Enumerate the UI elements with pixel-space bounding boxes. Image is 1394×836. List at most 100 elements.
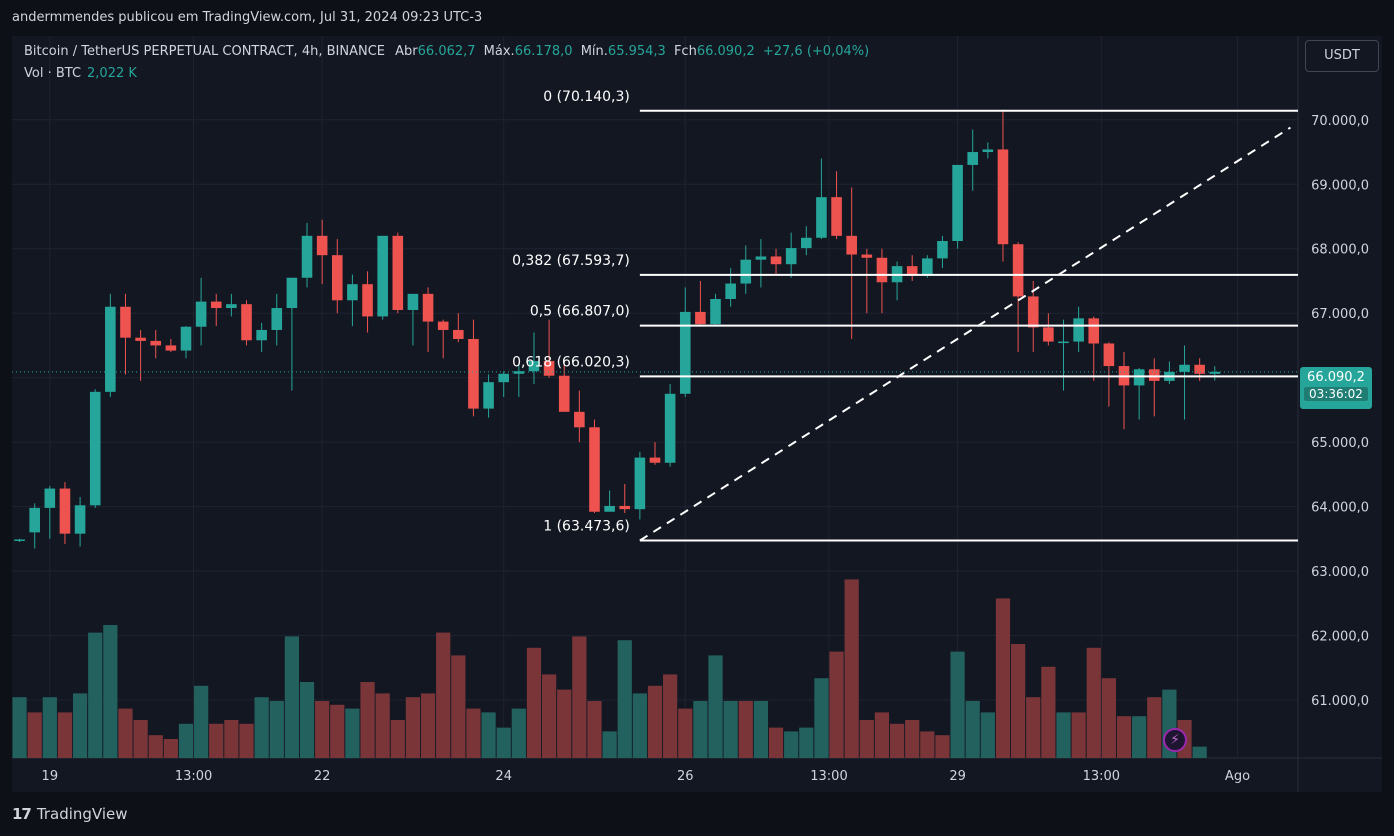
open-value: 66.062,7	[417, 44, 476, 59]
volume-bar	[753, 701, 769, 758]
price-tick-label: 61.000,0	[1311, 694, 1369, 709]
candle-body	[437, 321, 449, 330]
volume-bar	[375, 693, 390, 758]
candle-body	[120, 306, 131, 338]
candle-body	[952, 164, 963, 241]
volume-bar	[647, 685, 663, 758]
candle-body	[725, 283, 736, 300]
volume-bar	[511, 708, 526, 758]
volume-bar	[526, 647, 542, 758]
volume-bar	[587, 701, 602, 758]
volume-bar	[920, 731, 935, 758]
volume-bar	[693, 701, 708, 758]
candle-body	[29, 507, 40, 533]
volume-bar	[889, 723, 905, 758]
price-tick-label: 70.000,0	[1311, 114, 1369, 129]
candle-body	[528, 360, 540, 372]
candle-body	[1179, 364, 1190, 372]
candle-body	[241, 304, 252, 341]
candle-body	[1194, 364, 1205, 374]
volume-bar	[1010, 644, 1026, 758]
volume-bar	[27, 712, 42, 758]
high-value: 66.178,0	[514, 44, 573, 59]
volume-bar	[1147, 697, 1162, 758]
dashed-trend-line	[639, 126, 1291, 542]
fib-level-label: 0,382 (67.593,7)	[512, 253, 630, 269]
candle-body	[1043, 327, 1054, 342]
price-tick-label: 62.000,0	[1311, 630, 1369, 645]
volume-bar	[209, 723, 224, 758]
candle-body	[468, 338, 479, 409]
volume-bar	[829, 651, 844, 758]
price-axis: 61.000,0 62.000,0 63.000,0 64.000,0 65.000,0…	[1311, 114, 1369, 709]
volume-bar	[103, 625, 118, 758]
volume-bar	[420, 693, 436, 758]
candle-body	[377, 235, 388, 317]
candle-body	[861, 254, 873, 258]
candle-body	[740, 259, 752, 284]
candle-body	[589, 427, 600, 512]
volume-bar	[88, 632, 103, 758]
price-tick-label: 63.000,0	[1311, 565, 1369, 580]
bar-countdown: 03:36:02	[1304, 387, 1368, 401]
volume-bar	[360, 682, 375, 758]
footer-brand[interactable]: 17 TradingView	[12, 805, 128, 823]
candle-body	[1058, 341, 1069, 344]
fib-level-label: 0,618 (66.020,3)	[512, 354, 630, 370]
volume-bar	[496, 727, 511, 758]
volume-bar	[905, 720, 920, 758]
volume-bar	[980, 712, 995, 758]
price-tick-label: 67.000,0	[1311, 307, 1369, 322]
volume-bar	[481, 712, 496, 758]
candle-body	[755, 256, 767, 260]
candle-body	[286, 277, 298, 309]
candle-body	[180, 326, 192, 351]
close-value: 66.090,2	[696, 44, 755, 59]
candle-body	[483, 382, 494, 409]
price-tick-label: 68.000,0	[1311, 243, 1369, 258]
candle-body	[1103, 343, 1115, 367]
flash-icon[interactable]: ⚡	[1163, 728, 1187, 752]
volume-bar	[723, 701, 738, 758]
candle-body	[316, 235, 328, 256]
candle-body	[634, 457, 646, 510]
volume-bar	[632, 693, 647, 758]
candlestick-chart[interactable]: 0 (70.140,3) 0,382 (67.593,7) 0,5 (66.807,…	[12, 36, 1382, 792]
volume-bar	[451, 655, 466, 758]
price-tick-label: 69.000,0	[1311, 178, 1369, 193]
volume-bar	[799, 727, 814, 758]
candle-body	[604, 505, 615, 512]
candle-body	[770, 256, 782, 265]
candle-body	[1088, 318, 1100, 344]
candle-body	[362, 284, 373, 317]
volume-bar	[390, 720, 405, 758]
fib-level-label: 0 (70.140,3)	[543, 89, 630, 105]
low-label: Mín.	[580, 44, 608, 59]
candle-body	[331, 255, 343, 301]
volume-bar	[345, 708, 360, 758]
candle-body	[785, 248, 797, 265]
fib-level-label: 1 (63.473,6)	[543, 519, 630, 535]
volume-bar	[224, 720, 239, 758]
volume-bar	[12, 697, 27, 758]
last-price-label: 66.090,2 03:36:02	[1300, 367, 1372, 409]
candle-body	[619, 505, 631, 510]
volume-bar	[738, 701, 753, 758]
candle-body	[1209, 371, 1221, 374]
volume-bar	[57, 712, 73, 758]
attribution: andermmendes publicou em TradingView.com…	[12, 10, 483, 25]
volume-bar	[1086, 647, 1101, 758]
time-tick-label: 24	[495, 769, 512, 784]
candle-body	[498, 373, 510, 383]
candle-body	[922, 258, 933, 276]
grid	[12, 36, 1382, 792]
fib-level-label: 0,5 (66.807,0)	[530, 304, 630, 320]
candle-body	[846, 235, 857, 255]
volume-bar	[1192, 746, 1207, 758]
currency-unit-button[interactable]: USDT	[1305, 40, 1379, 72]
time-tick-label: 22	[314, 769, 331, 784]
volume-bar	[859, 720, 874, 758]
candle-body	[226, 304, 237, 309]
candle-body	[392, 235, 404, 310]
volume-bar	[178, 723, 194, 758]
